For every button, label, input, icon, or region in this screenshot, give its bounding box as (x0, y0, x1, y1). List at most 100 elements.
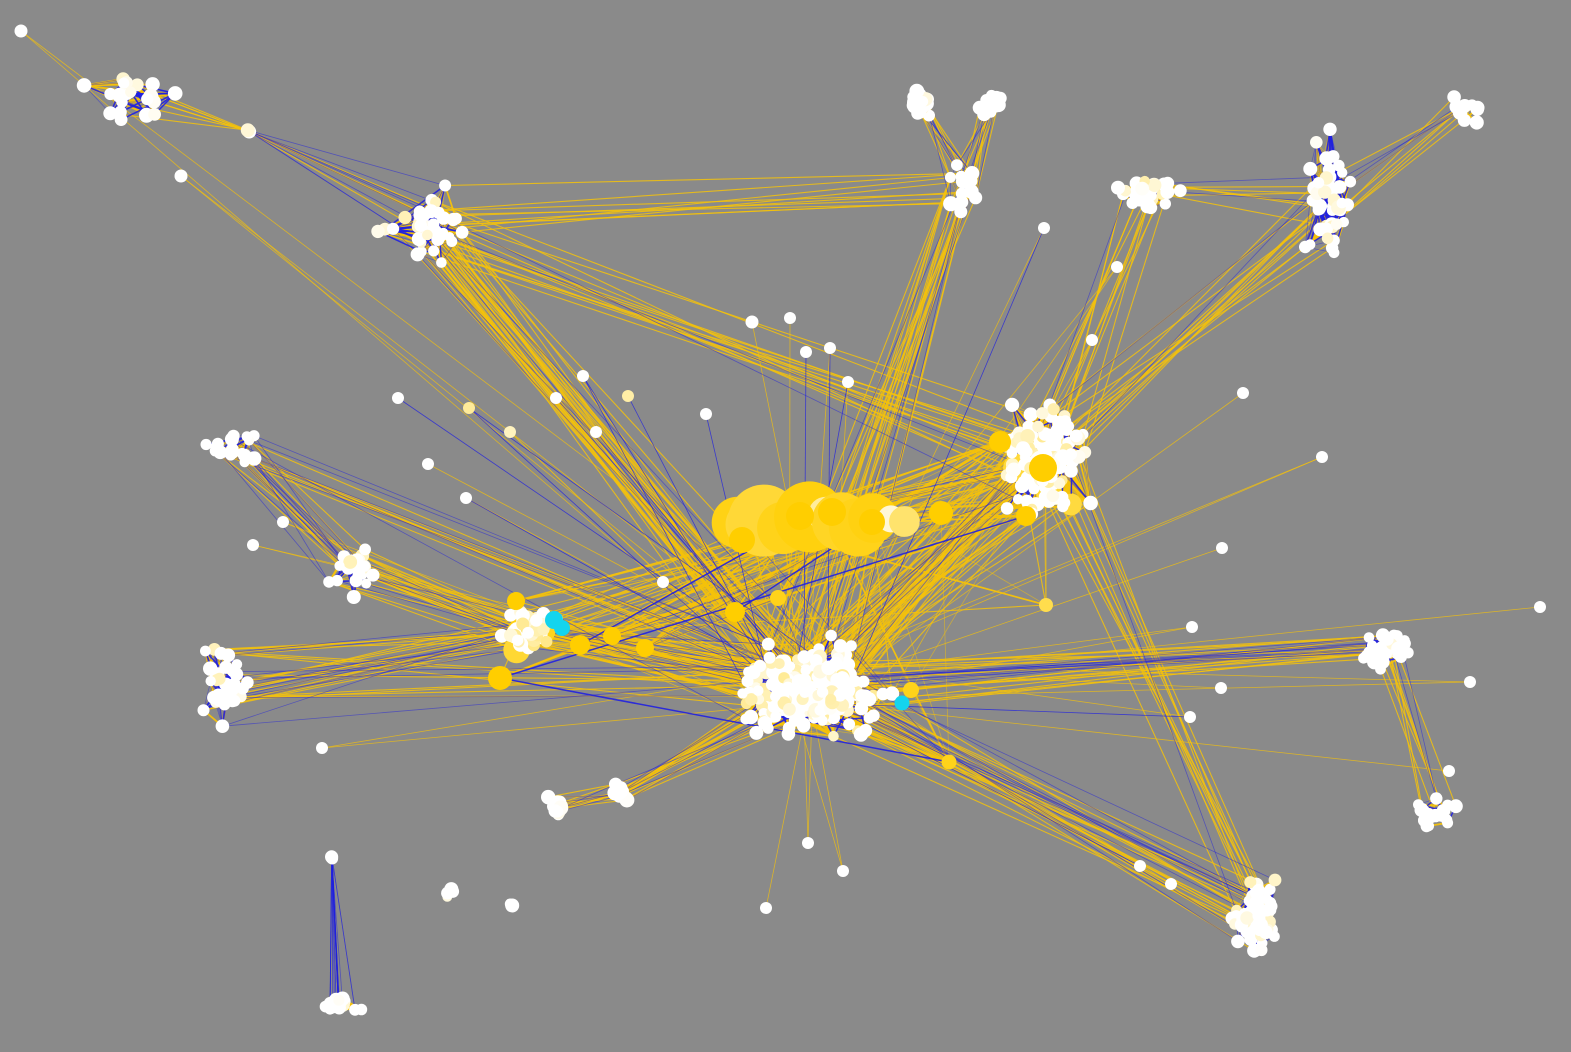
graph-node[interactable] (817, 715, 828, 726)
graph-node[interactable] (319, 1000, 332, 1013)
graph-node[interactable] (213, 672, 226, 685)
graph-node[interactable] (512, 634, 524, 646)
graph-node[interactable] (1032, 420, 1044, 433)
graph-node[interactable] (1061, 425, 1073, 436)
graph-node[interactable] (1240, 911, 1254, 925)
graph-node[interactable] (516, 617, 530, 631)
graph-node[interactable] (371, 224, 385, 239)
graph-node[interactable] (1020, 429, 1035, 444)
graph-node[interactable] (212, 694, 225, 707)
graph-node[interactable] (217, 447, 228, 458)
graph-node[interactable] (1244, 876, 1257, 889)
graph-node[interactable] (1186, 621, 1198, 633)
graph-node[interactable] (1147, 178, 1162, 192)
graph-node[interactable] (770, 691, 781, 702)
graph-node[interactable] (323, 576, 335, 588)
graph-node[interactable] (781, 681, 795, 695)
graph-node[interactable] (797, 673, 812, 688)
graph-node[interactable] (1046, 489, 1060, 503)
graph-node[interactable] (1265, 897, 1276, 908)
graph-node[interactable] (825, 693, 837, 705)
graph-node[interactable] (786, 502, 814, 530)
graph-node[interactable] (800, 346, 812, 358)
graph-node[interactable] (1252, 884, 1265, 897)
graph-node[interactable] (1375, 663, 1386, 675)
graph-node[interactable] (743, 709, 759, 725)
graph-node[interactable] (760, 902, 772, 914)
graph-node[interactable] (214, 646, 228, 660)
graph-node[interactable] (436, 257, 447, 268)
graph-node[interactable] (889, 506, 920, 537)
graph-node[interactable] (231, 659, 243, 670)
graph-node[interactable] (228, 677, 241, 689)
graph-node[interactable] (894, 695, 910, 711)
graph-node[interactable] (825, 629, 837, 642)
graph-node[interactable] (455, 225, 469, 239)
graph-node[interactable] (1029, 454, 1057, 482)
graph-node[interactable] (460, 492, 472, 504)
graph-node[interactable] (241, 431, 253, 442)
graph-node[interactable] (1318, 185, 1332, 199)
graph-node[interactable] (909, 83, 925, 99)
graph-node[interactable] (951, 159, 963, 172)
graph-node[interactable] (1173, 184, 1187, 198)
graph-node[interactable] (530, 614, 543, 627)
graph-node[interactable] (737, 688, 748, 699)
graph-node[interactable] (398, 210, 412, 225)
graph-node[interactable] (941, 754, 957, 770)
graph-node[interactable] (1323, 122, 1337, 136)
graph-node[interactable] (1083, 495, 1098, 511)
graph-node[interactable] (433, 229, 447, 243)
graph-node[interactable] (833, 688, 847, 702)
graph-node[interactable] (1006, 462, 1022, 477)
graph-node[interactable] (622, 390, 634, 402)
graph-node[interactable] (1260, 927, 1273, 939)
graph-node[interactable] (1312, 177, 1325, 189)
graph-node[interactable] (745, 693, 758, 706)
graph-node[interactable] (205, 675, 216, 687)
graph-node[interactable] (444, 882, 459, 897)
graph-node[interactable] (1363, 645, 1378, 661)
graph-node[interactable] (422, 458, 434, 470)
graph-node[interactable] (944, 171, 956, 183)
graph-node[interactable] (954, 205, 968, 219)
graph-node[interactable] (1534, 601, 1546, 613)
graph-node[interactable] (797, 650, 811, 664)
graph-node[interactable] (917, 96, 929, 107)
graph-node[interactable] (118, 77, 130, 89)
graph-node[interactable] (1012, 494, 1024, 505)
graph-node[interactable] (277, 516, 289, 528)
graph-node[interactable] (761, 637, 775, 651)
graph-node[interactable] (800, 665, 811, 676)
graph-node[interactable] (554, 620, 570, 636)
graph-node[interactable] (577, 370, 589, 382)
graph-node[interactable] (845, 640, 857, 652)
graph-node[interactable] (867, 709, 880, 722)
graph-node[interactable] (416, 212, 428, 224)
graph-node[interactable] (1420, 820, 1433, 833)
graph-node[interactable] (1038, 222, 1050, 234)
graph-node[interactable] (359, 560, 370, 572)
graph-node[interactable] (1051, 428, 1064, 441)
graph-node[interactable] (809, 654, 823, 667)
graph-node[interactable] (842, 376, 854, 388)
graph-node[interactable] (1363, 632, 1375, 643)
graph-node[interactable] (700, 408, 712, 420)
graph-node[interactable] (550, 392, 562, 404)
graph-node[interactable] (1321, 232, 1334, 245)
graph-node[interactable] (1006, 448, 1018, 459)
graph-node[interactable] (843, 718, 856, 731)
graph-node[interactable] (1255, 943, 1268, 957)
graph-node[interactable] (1378, 645, 1393, 660)
graph-node[interactable] (1312, 204, 1324, 216)
graph-node[interactable] (387, 222, 400, 235)
graph-node[interactable] (773, 658, 785, 669)
node-layer[interactable] (14, 24, 1547, 1016)
graph-node[interactable] (1160, 185, 1175, 199)
graph-node[interactable] (197, 704, 210, 717)
graph-node[interactable] (241, 676, 254, 689)
graph-node[interactable] (964, 184, 979, 199)
graph-node[interactable] (1469, 115, 1484, 130)
graph-node[interactable] (349, 574, 363, 588)
